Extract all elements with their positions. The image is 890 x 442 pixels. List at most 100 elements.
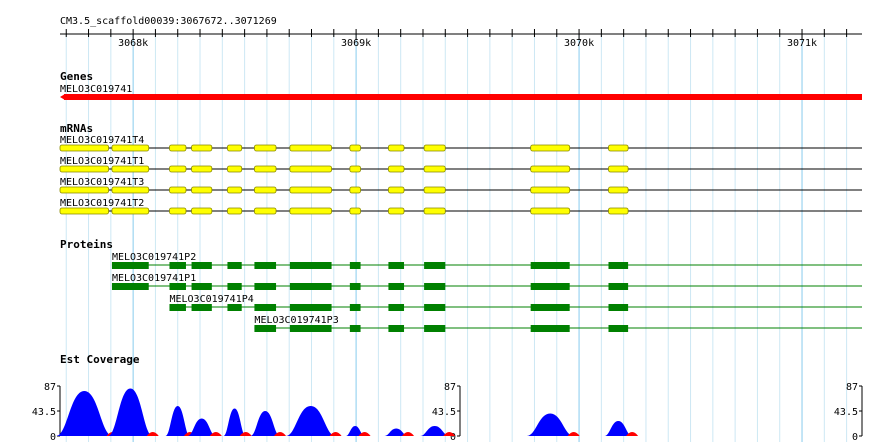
gene-strand-arrow bbox=[60, 94, 65, 100]
mrna-exon-block[interactable] bbox=[530, 144, 571, 152]
mrna-exon-block[interactable] bbox=[59, 144, 110, 152]
coverage-plus-area bbox=[107, 388, 153, 436]
mrna-exon-block[interactable] bbox=[388, 165, 405, 173]
mrna-exon-block[interactable] bbox=[388, 207, 405, 215]
ruler: 3068k 3069k 3070k 3071k bbox=[60, 29, 862, 49]
protein-block[interactable] bbox=[608, 304, 629, 311]
genes-track[interactable]: MELO3C019741 bbox=[60, 84, 862, 100]
mrna-exon-block[interactable] bbox=[254, 207, 277, 215]
protein-block[interactable] bbox=[227, 262, 242, 269]
protein-block[interactable] bbox=[530, 283, 570, 290]
protein-block[interactable] bbox=[530, 262, 570, 269]
mrna-exon-block[interactable] bbox=[227, 186, 243, 194]
mrna-exon-block[interactable] bbox=[423, 186, 446, 194]
protein-block[interactable] bbox=[388, 325, 405, 332]
protein-block[interactable] bbox=[608, 283, 629, 290]
protein-block[interactable] bbox=[227, 283, 242, 290]
protein-block[interactable] bbox=[424, 283, 446, 290]
mrna-exon-block[interactable] bbox=[227, 165, 243, 173]
mrna-exon-block[interactable] bbox=[349, 186, 361, 194]
mrna-exon-block[interactable] bbox=[191, 165, 213, 173]
mrna-exon-block[interactable] bbox=[59, 186, 110, 194]
mrna-exon-block[interactable] bbox=[388, 186, 405, 194]
protein-block[interactable] bbox=[254, 262, 277, 269]
protein-block[interactable] bbox=[388, 262, 405, 269]
protein-block[interactable] bbox=[169, 304, 186, 311]
mrna-exon-block[interactable] bbox=[254, 165, 277, 173]
protein-block[interactable] bbox=[289, 325, 332, 332]
mrna-exon-block[interactable] bbox=[530, 165, 571, 173]
mrna-exon-block[interactable] bbox=[111, 207, 150, 215]
mrna-exon-block[interactable] bbox=[289, 165, 332, 173]
mrna-exon-block[interactable] bbox=[423, 144, 446, 152]
mrna-exon-block[interactable] bbox=[254, 144, 277, 152]
ruler-tick-label: 3071k bbox=[787, 38, 817, 49]
mrna-exon-block[interactable] bbox=[169, 165, 187, 173]
mrna-exon-block[interactable] bbox=[289, 186, 332, 194]
mrnas-track[interactable]: MELO3C019741T4 MELO3C019741T1 MELO3C019741… bbox=[59, 135, 862, 215]
protein-block[interactable] bbox=[349, 262, 361, 269]
mrna-exon-block[interactable] bbox=[423, 165, 446, 173]
mrna-exon-block[interactable] bbox=[111, 165, 150, 173]
mrna-exon-block[interactable] bbox=[169, 207, 187, 215]
mrna-exon-block[interactable] bbox=[530, 186, 571, 194]
mrna-exon-block[interactable] bbox=[349, 144, 361, 152]
protein-block[interactable] bbox=[608, 325, 629, 332]
protein-block[interactable] bbox=[388, 283, 405, 290]
proteins-track[interactable]: MELO3C019741P2 MELO3C019741P1 MELO3C019741… bbox=[111, 252, 862, 332]
protein-block[interactable] bbox=[289, 283, 332, 290]
protein-block[interactable] bbox=[424, 325, 446, 332]
mrna-exon-block[interactable] bbox=[59, 165, 110, 173]
protein-block[interactable] bbox=[349, 304, 361, 311]
mrna-exon-block[interactable] bbox=[191, 186, 213, 194]
protein-block[interactable] bbox=[388, 304, 405, 311]
protein-block[interactable] bbox=[530, 304, 570, 311]
mrna-exon-block[interactable] bbox=[169, 186, 187, 194]
mrna-exon-block[interactable] bbox=[191, 207, 213, 215]
protein-block[interactable] bbox=[191, 262, 212, 269]
mrna-exon-block[interactable] bbox=[530, 207, 571, 215]
coverage-axis-label: 0 bbox=[450, 432, 456, 442]
protein-block[interactable] bbox=[349, 325, 361, 332]
mrna-exon-block[interactable] bbox=[227, 144, 243, 152]
mrna-exon-block[interactable] bbox=[111, 144, 150, 152]
protein-block[interactable] bbox=[254, 283, 277, 290]
mrna-exon-block[interactable] bbox=[254, 186, 277, 194]
mrna-exon-block[interactable] bbox=[111, 186, 150, 194]
protein-block[interactable] bbox=[169, 262, 186, 269]
protein-block[interactable] bbox=[530, 325, 570, 332]
mrna-name-label: MELO3C019741T4 bbox=[60, 135, 144, 146]
protein-block[interactable] bbox=[289, 262, 332, 269]
mrna-exon-block[interactable] bbox=[608, 165, 629, 173]
protein-block[interactable] bbox=[608, 262, 629, 269]
protein-block[interactable] bbox=[254, 304, 277, 311]
protein-block[interactable] bbox=[191, 304, 212, 311]
mrna-exon-block[interactable] bbox=[227, 207, 243, 215]
mrna-exon-block[interactable] bbox=[608, 207, 629, 215]
mrna-exon-block[interactable] bbox=[388, 144, 405, 152]
protein-block[interactable] bbox=[289, 304, 332, 311]
protein-block[interactable] bbox=[111, 283, 149, 290]
mrna-exon-block[interactable] bbox=[59, 207, 110, 215]
mrna-exon-block[interactable] bbox=[608, 144, 629, 152]
mrna-exon-block[interactable] bbox=[608, 186, 629, 194]
mrna-exon-block[interactable] bbox=[289, 207, 332, 215]
coverage-minus-area bbox=[358, 432, 371, 436]
coverage-axis-label: 43.5 bbox=[432, 407, 456, 418]
mrna-exon-block[interactable] bbox=[191, 144, 213, 152]
mrna-exon-block[interactable] bbox=[289, 144, 332, 152]
protein-block[interactable] bbox=[227, 304, 242, 311]
mrna-exon-block[interactable] bbox=[169, 144, 187, 152]
coverage-plus-area bbox=[223, 408, 246, 436]
protein-block[interactable] bbox=[191, 283, 212, 290]
mrna-exon-block[interactable] bbox=[349, 165, 361, 173]
gene-feature-bar[interactable] bbox=[64, 94, 862, 100]
mrna-exon-block[interactable] bbox=[423, 207, 446, 215]
protein-block[interactable] bbox=[424, 304, 446, 311]
protein-block[interactable] bbox=[349, 283, 361, 290]
protein-block[interactable] bbox=[169, 283, 186, 290]
protein-block[interactable] bbox=[111, 262, 149, 269]
protein-block[interactable] bbox=[254, 325, 277, 332]
mrna-exon-block[interactable] bbox=[349, 207, 361, 215]
protein-block[interactable] bbox=[424, 262, 446, 269]
